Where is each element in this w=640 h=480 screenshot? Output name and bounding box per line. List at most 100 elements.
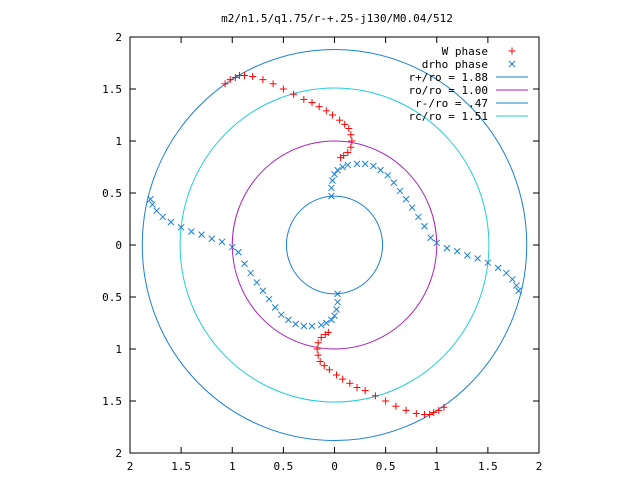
x-tick-label: 1 bbox=[229, 460, 236, 473]
w-phase-point bbox=[382, 397, 390, 405]
drho-phase-point bbox=[149, 201, 156, 208]
drho-phase-point bbox=[328, 184, 335, 192]
drho-phase-point bbox=[317, 321, 325, 329]
drho-phase-point bbox=[167, 218, 175, 226]
drho-phase-point bbox=[208, 235, 216, 243]
w-phase-point bbox=[328, 111, 336, 119]
w-phase-point bbox=[315, 103, 323, 111]
x-tick-label: 2 bbox=[127, 460, 134, 473]
w-phase-point bbox=[347, 131, 355, 139]
w-phase-point bbox=[345, 125, 353, 133]
drho-phase-point bbox=[494, 264, 502, 272]
drho-phase-point bbox=[453, 247, 461, 255]
w-phase-point bbox=[353, 383, 361, 391]
drho-phase-point bbox=[384, 171, 392, 179]
x-tick-label: 0 bbox=[331, 460, 338, 473]
drho-phase-point bbox=[228, 243, 236, 251]
w-phase-point bbox=[314, 339, 322, 347]
drho-phase-point bbox=[333, 306, 340, 313]
w-phase-point bbox=[314, 351, 322, 359]
drho-phase-point bbox=[308, 322, 316, 330]
drho-phase-point bbox=[285, 316, 292, 324]
drho-phase-point bbox=[329, 177, 336, 184]
w-phase-point bbox=[426, 411, 434, 419]
legend-label: drho phase bbox=[422, 58, 488, 71]
w-phase-point bbox=[402, 406, 410, 414]
drho-phase-point bbox=[427, 234, 434, 242]
x-tick-label: 1.5 bbox=[171, 460, 191, 473]
w-phase-point bbox=[440, 403, 448, 411]
legend-marker bbox=[508, 47, 516, 55]
w-phase-point bbox=[259, 76, 267, 84]
drho-phase-point bbox=[218, 238, 226, 246]
legend-label: ro/ro = 1.00 bbox=[409, 84, 488, 97]
drho-phase-point bbox=[334, 298, 341, 306]
w-phase-point bbox=[336, 116, 344, 124]
w-phase-point bbox=[325, 366, 333, 374]
w-phase-point bbox=[322, 107, 330, 115]
drho-phase-point bbox=[292, 320, 299, 328]
y-tick-label: 1.5 bbox=[102, 83, 122, 96]
w-phase-point bbox=[333, 371, 341, 379]
drho-phase-point bbox=[331, 312, 338, 320]
axis-ticks: 2 1.5 1 0.5 0 0.5 1 1.5 221.510.500.511.52 bbox=[102, 31, 542, 473]
drho-phase-point bbox=[334, 290, 341, 298]
w-phase-point bbox=[269, 80, 277, 88]
w-phase-point bbox=[337, 154, 345, 162]
w-phase-point bbox=[430, 408, 438, 416]
drho-phase-point bbox=[153, 207, 160, 215]
circle-rc/ro = 1.51 bbox=[179, 87, 490, 403]
legend-label: r+/ro = 1.88 bbox=[409, 71, 488, 84]
drho-phase-point bbox=[235, 248, 242, 256]
drho-phase-point bbox=[259, 287, 267, 295]
x-tick-label: 2 bbox=[536, 460, 543, 473]
circle-ro/ro = 1.00 bbox=[231, 140, 438, 350]
w-phase-point bbox=[226, 76, 234, 84]
drho-phase-point bbox=[253, 279, 261, 286]
drho-phase-point bbox=[402, 195, 410, 203]
drho-phase-point bbox=[361, 160, 369, 168]
drho-phase-point bbox=[331, 170, 338, 178]
legend-label: r-/ro = .47 bbox=[415, 97, 488, 110]
w-phase-point bbox=[313, 345, 321, 353]
drho-phase-point bbox=[509, 275, 516, 283]
drho-phase-point bbox=[265, 295, 273, 303]
chart-title: m2/n1.5/q1.75/r-+.25-j130/M0.04/512 bbox=[221, 12, 453, 25]
drho-phase-point bbox=[474, 255, 482, 262]
drho-phase-point bbox=[464, 252, 471, 259]
drho-phase-point bbox=[414, 213, 422, 221]
drho-phase-point bbox=[241, 260, 248, 268]
drho-phase-point bbox=[484, 259, 492, 267]
drho-phase-point bbox=[277, 311, 285, 319]
reference-circles bbox=[141, 48, 528, 442]
drho-phase-point bbox=[198, 231, 205, 238]
y-tick-label: 1.5 bbox=[102, 395, 122, 408]
drho-phase-point bbox=[421, 222, 428, 230]
w-phase-point bbox=[290, 90, 298, 98]
drho-phase-point bbox=[513, 282, 520, 289]
y-tick-label: 0.5 bbox=[102, 187, 122, 200]
y-tick-label: 0.5 bbox=[102, 291, 122, 304]
drho-phase-point bbox=[515, 287, 522, 295]
w-phase-point bbox=[279, 85, 287, 93]
drho-phase-point bbox=[328, 192, 335, 200]
y-tick-label: 1 bbox=[115, 343, 122, 356]
w-phase-point bbox=[435, 406, 443, 414]
drho-phase-point bbox=[443, 244, 451, 252]
drho-phase-point bbox=[247, 269, 255, 277]
drho-phase-point bbox=[377, 166, 384, 174]
w-phase-point bbox=[316, 357, 324, 365]
w-phase-point bbox=[320, 362, 328, 370]
drho-phase-point bbox=[300, 322, 308, 330]
w-phase-point bbox=[221, 80, 229, 88]
drho-phase-point bbox=[353, 160, 361, 168]
drho-phase-point bbox=[271, 304, 279, 311]
w-phase-point bbox=[321, 330, 329, 338]
w-phase-point bbox=[412, 409, 420, 417]
data-markers bbox=[147, 71, 522, 419]
x-tick-label: 0.5 bbox=[273, 460, 293, 473]
drho-phase-point bbox=[339, 163, 347, 171]
w-phase-point bbox=[348, 137, 356, 145]
w-phase-point bbox=[347, 143, 355, 151]
